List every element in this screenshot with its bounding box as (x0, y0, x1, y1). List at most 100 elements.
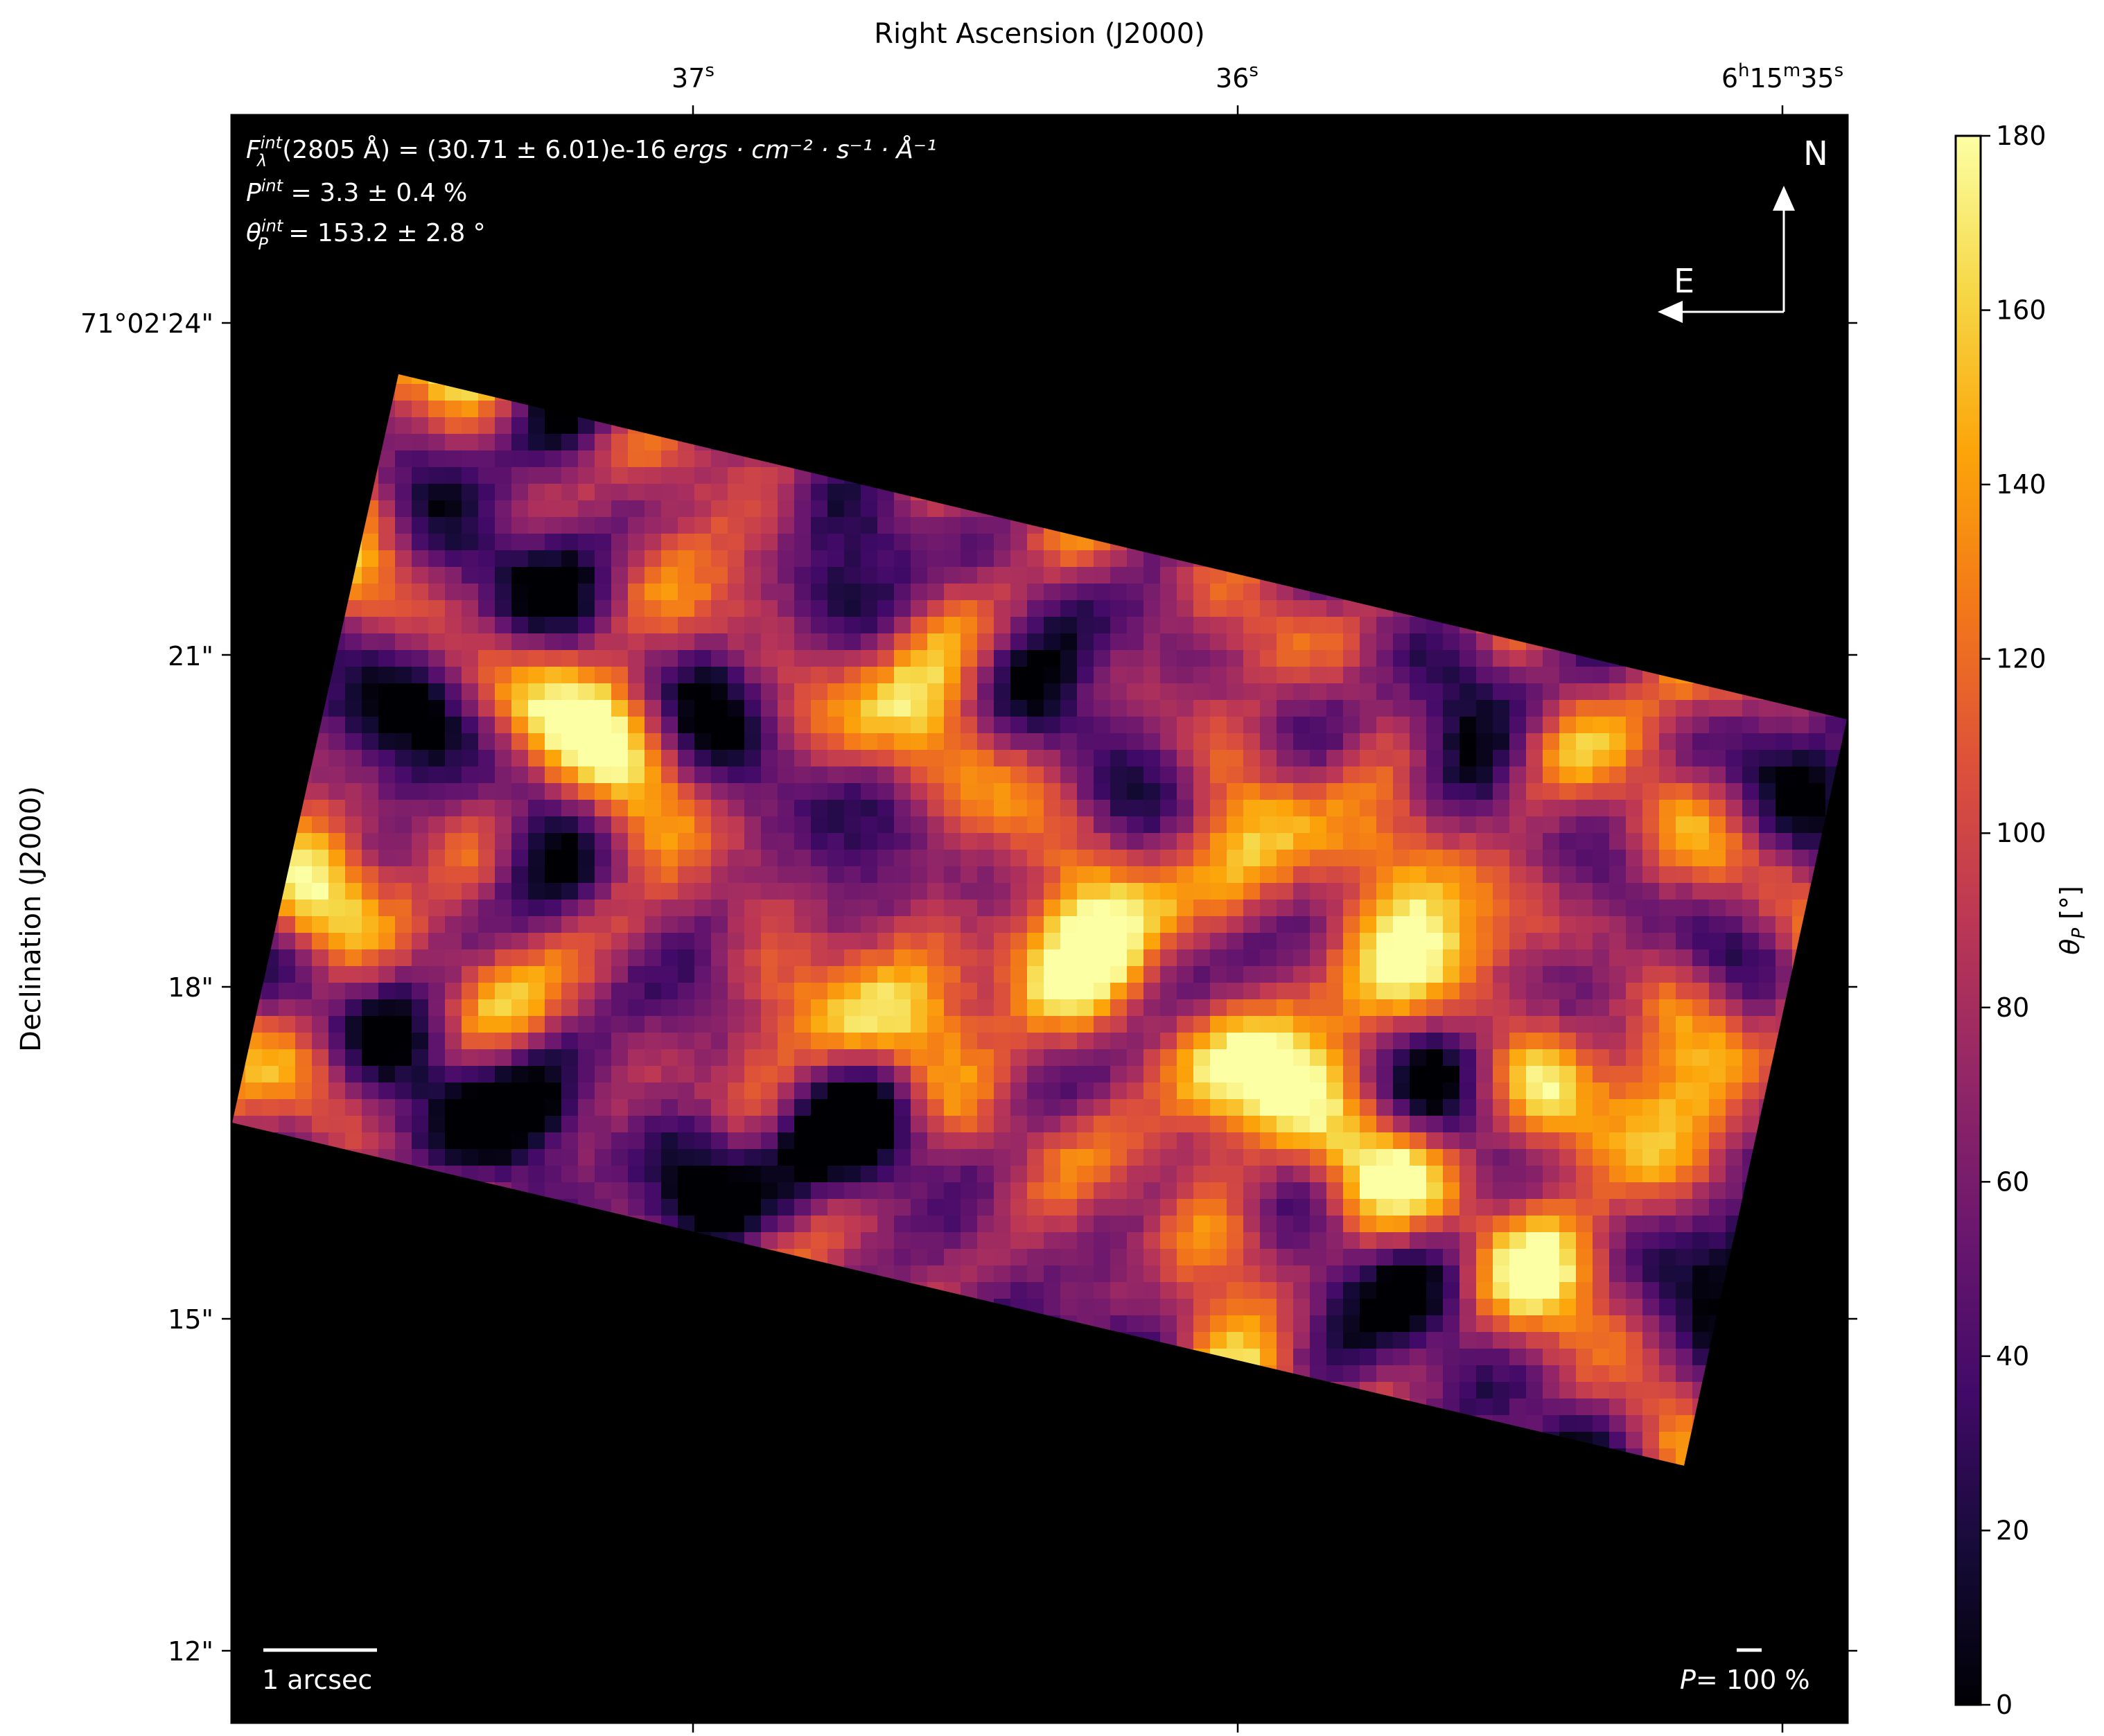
heatmap-pixel (495, 750, 511, 766)
heatmap-pixel (262, 1082, 279, 1099)
heatmap-pixel (1193, 1099, 1210, 1116)
heatmap-pixel (678, 949, 694, 966)
heatmap-pixel (1410, 1116, 1426, 1132)
heatmap-pixel (495, 1016, 511, 1033)
heatmap-pixel (595, 966, 611, 983)
heatmap-pixel (495, 467, 511, 484)
heatmap-pixel (1027, 1199, 1044, 1216)
heatmap-pixel (395, 401, 412, 417)
heatmap-pixel (1060, 1033, 1077, 1049)
heatmap-pixel (345, 949, 362, 966)
heatmap-pixel (961, 983, 977, 999)
heatmap-pixel (877, 700, 894, 717)
heatmap-pixel (462, 1049, 478, 1066)
heatmap-pixel (1676, 916, 1692, 933)
heatmap-pixel (628, 484, 645, 500)
heatmap-pixel (1676, 1099, 1692, 1116)
heatmap-pixel (894, 949, 911, 966)
heatmap-pixel (1077, 800, 1094, 816)
heatmap-pixel (545, 1116, 561, 1132)
heatmap-pixel (1160, 750, 1177, 766)
heatmap-pixel (1177, 949, 1193, 966)
heatmap-pixel (861, 866, 877, 883)
heatmap-pixel (1044, 983, 1060, 999)
heatmap-pixel (1077, 1166, 1094, 1182)
heatmap-pixel (545, 983, 561, 999)
heatmap-pixel (1210, 783, 1227, 800)
heatmap-pixel (711, 534, 728, 550)
heatmap-pixel (595, 833, 611, 850)
heatmap-pixel (961, 683, 977, 700)
heatmap-pixel (711, 633, 728, 650)
heatmap-pixel (462, 683, 478, 700)
heatmap-pixel (1742, 1099, 1759, 1116)
heatmap-pixel (1110, 1199, 1127, 1216)
heatmap-pixel (1459, 667, 1476, 683)
heatmap-pixel (445, 467, 462, 484)
heatmap-pixel (645, 883, 661, 900)
heatmap-pixel (1459, 766, 1476, 783)
heatmap-pixel (578, 1016, 595, 1033)
heatmap-pixel (994, 1199, 1010, 1216)
heatmap-pixel (595, 1033, 611, 1049)
heatmap-pixel (661, 484, 678, 500)
heatmap-pixel (894, 700, 911, 717)
heatmap-pixel (778, 534, 794, 550)
heatmap-pixel (328, 683, 345, 700)
heatmap-pixel (661, 600, 678, 617)
heatmap-pixel (894, 833, 911, 850)
heatmap-pixel (1692, 999, 1709, 1016)
heatmap-pixel (1127, 1099, 1143, 1116)
heatmap-pixel (1526, 1182, 1543, 1199)
heatmap-pixel (1027, 900, 1044, 916)
heatmap-pixel (711, 966, 728, 983)
heatmap-pixel (1593, 750, 1609, 766)
heatmap-pixel (794, 600, 811, 617)
heatmap-pixel (645, 850, 661, 866)
heatmap-pixel (578, 733, 595, 750)
heatmap-pixel (462, 667, 478, 683)
heatmap-pixel (1410, 866, 1426, 883)
heatmap-pixel (1410, 966, 1426, 983)
heatmap-pixel (1110, 833, 1127, 850)
heatmap-pixel (894, 1049, 911, 1066)
heatmap-pixel (395, 534, 412, 550)
heatmap-pixel (528, 1066, 545, 1082)
heatmap-pixel (1659, 850, 1676, 866)
heatmap-pixel (1143, 1116, 1160, 1132)
heatmap-pixel (827, 949, 844, 966)
heatmap-pixel (1526, 750, 1543, 766)
heatmap-pixel (628, 933, 645, 949)
heatmap-pixel (694, 933, 711, 949)
heatmap-pixel (462, 633, 478, 650)
heatmap-pixel (744, 916, 761, 933)
heatmap-pixel (595, 900, 611, 916)
heatmap-pixel (279, 1082, 295, 1099)
heatmap-pixel (1343, 800, 1360, 816)
heatmap-pixel (478, 600, 495, 617)
heatmap-pixel (528, 584, 545, 600)
heatmap-pixel (1094, 617, 1110, 633)
heatmap-pixel (1410, 1182, 1426, 1199)
heatmap-pixel (628, 883, 645, 900)
heatmap-pixel (561, 949, 578, 966)
heatmap-pixel (595, 450, 611, 467)
heatmap-pixel (1127, 700, 1143, 717)
heatmap-pixel (478, 584, 495, 600)
heatmap-pixel (1576, 1116, 1593, 1132)
heatmap-pixel (1676, 833, 1692, 850)
heatmap-pixel (545, 883, 561, 900)
heatmap-pixel (1459, 1016, 1476, 1033)
heatmap-pixel (1044, 866, 1060, 883)
heatmap-pixel (1360, 1049, 1376, 1066)
heatmap-pixel (545, 816, 561, 833)
heatmap-pixel (1110, 766, 1127, 783)
heatmap-pixel (561, 1116, 578, 1132)
heatmap-pixel (661, 667, 678, 683)
heatmap-pixel (1243, 1132, 1260, 1149)
heatmap-pixel (1476, 850, 1493, 866)
heatmap-pixel (811, 1033, 827, 1049)
heatmap-pixel (312, 766, 328, 783)
heatmap-pixel (561, 1066, 578, 1082)
heatmap-pixel (1293, 1082, 1310, 1099)
